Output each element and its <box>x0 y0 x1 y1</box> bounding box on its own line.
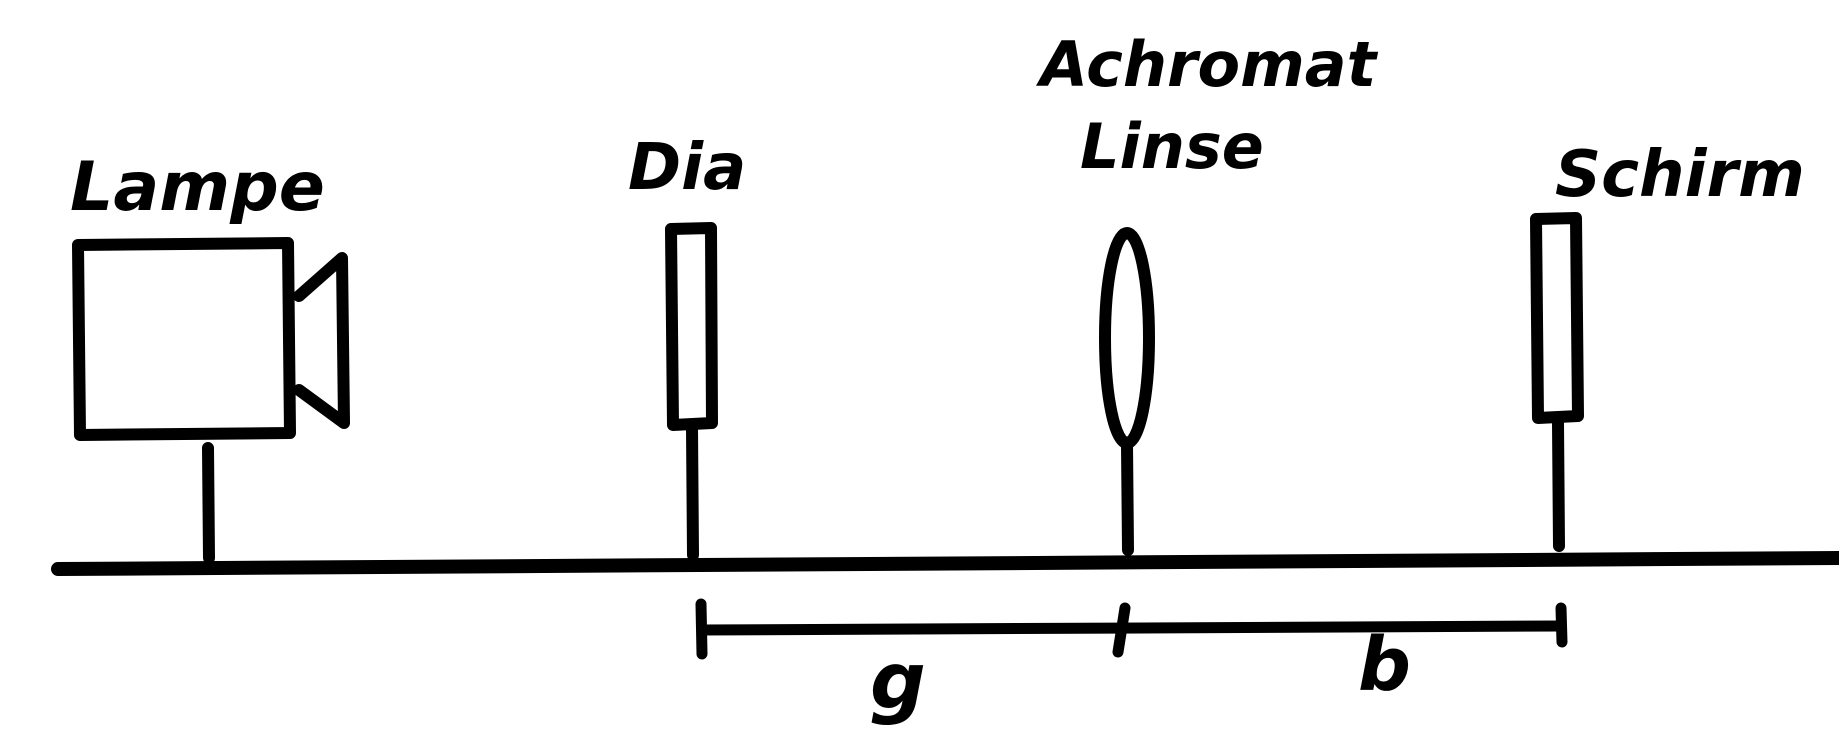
optical-rail <box>51 551 1839 576</box>
slide-label: Dia <box>628 131 746 205</box>
screen-label: Schirm <box>1555 138 1805 212</box>
lamp-label: Lampe <box>70 148 325 227</box>
slide-holder-icon <box>665 222 718 561</box>
object-distance-label: g <box>870 637 926 727</box>
distance-dimension-line <box>695 598 1568 660</box>
lens-label-line2: Linse <box>1080 110 1264 183</box>
convex-lens-icon <box>1099 227 1155 556</box>
lamp-housing-icon <box>72 237 350 564</box>
image-distance-label: b <box>1358 622 1411 708</box>
lens-label-line1: Achromat <box>1035 28 1379 101</box>
screen-icon <box>1530 212 1584 552</box>
